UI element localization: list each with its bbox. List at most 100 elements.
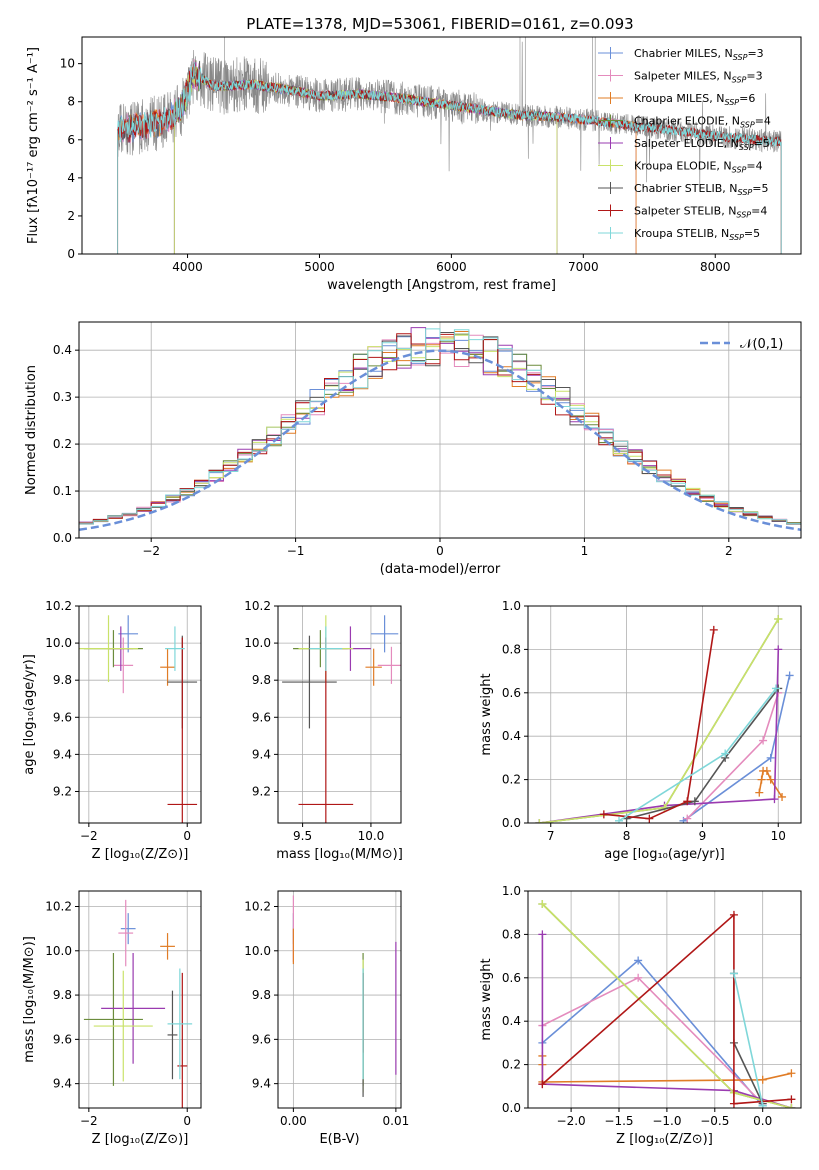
mass-weight-marker [683, 797, 692, 806]
y-axis-label: mass [log₁₀(M/M⊙)] [22, 936, 37, 1063]
mass-weight-line [541, 913, 792, 1105]
gaussian-curve [79, 349, 801, 532]
mass-weight-line [626, 688, 779, 820]
histogram-step [79, 328, 801, 525]
y-tick-label: 0.2 [502, 773, 521, 787]
y-tick-label: 0.3 [53, 390, 72, 404]
x-tick-label: 0.0 [753, 1114, 772, 1128]
mass-weight-marker [758, 1101, 767, 1108]
mass-weight-marker [774, 645, 783, 654]
x-tick-label: 7 [547, 829, 555, 843]
y-tick-label: 10.0 [244, 636, 271, 650]
y-tick-label: 10.2 [244, 900, 271, 914]
x-tick-label: 4000 [172, 260, 203, 274]
y-tick-label: 2 [67, 209, 75, 223]
axes-frame [81, 36, 802, 255]
y-tick-label: 9.8 [252, 673, 271, 687]
y-tick-label: 0.1 [53, 484, 72, 498]
legend-subscript: SSP [738, 188, 753, 197]
legend-label-gauss: 𝒩(0,1) [740, 337, 783, 352]
mass-weight-marker [757, 775, 766, 784]
x-tick-label: 10.0 [358, 829, 385, 843]
mass-weight-marker [787, 1104, 796, 1108]
legend-text: Kroupa ELODIE, N [634, 160, 732, 173]
figure-title: PLATE=1378, MJD=53061, FIBERID=0161, z=0… [246, 15, 633, 33]
x-axis-label: age [log₁₀(age/yr)] [604, 847, 725, 862]
mass-weight-marker [771, 684, 780, 693]
legend-text: Kroupa STELIB, N [634, 227, 729, 240]
x-tick-label: −2 [142, 544, 160, 558]
legend-suffix: =3 [747, 47, 763, 60]
y-tick-label: 10.0 [244, 944, 271, 958]
plot-area [79, 327, 801, 532]
y-tick-label: 9.4 [53, 1077, 72, 1091]
chart-mass-vs-EBV: 0.00 0.01 9.4 9.6 9.8 10.0 10.2 E(B-V) [244, 890, 409, 1147]
chart-massweight-vs-Z: −2.0 −1.5 −1.0 −0.5 0.0 0.0 0.2 0.4 0.6 0.8 1.0 Z [… [479, 884, 802, 1147]
y-tick-label: 0.2 [502, 1058, 521, 1072]
y-tick-label: 0.0 [502, 816, 521, 830]
chart-age-vs-Z: −2 0 9.2 9.4 9.6 9.8 10.0 10.2 Z [log₁₀(Z/Z⊙)] ag… [22, 599, 202, 862]
y-tick-label: 9.6 [252, 1032, 271, 1046]
mass-weight-marker [755, 788, 764, 797]
legend-subscript: SSP [724, 98, 739, 107]
x-tick-label: 0 [183, 829, 191, 843]
x-tick-label: −1.0 [652, 1114, 681, 1128]
y-tick-label: 9.6 [252, 710, 271, 724]
y-axis-label: age [log₁₀(age/yr)] [22, 654, 37, 775]
mass-weight-marker [774, 615, 783, 624]
x-tick-label: 6000 [436, 260, 467, 274]
axes-frame [277, 605, 402, 824]
mass-weight-marker [721, 749, 730, 758]
legend-label: Salpeter STELIB, NSSP=4 [634, 205, 767, 220]
legend-text: Chabrier ELODIE, N [634, 115, 740, 128]
y-tick-label: 9.2 [53, 784, 72, 798]
observed-spectrum [117, 41, 782, 192]
x-axis-label: Z [log₁₀(Z/Z⊙)] [92, 1132, 189, 1147]
x-tick-label: 0.00 [280, 1114, 307, 1128]
legend-subscript: SSP [729, 233, 744, 242]
y-tick-label: 0.4 [502, 729, 521, 743]
legend-suffix: =5 [752, 182, 768, 195]
mass-weight-marker [778, 792, 787, 801]
mass-weight-marker [683, 814, 692, 823]
plot-area [282, 615, 401, 823]
y-tick-label: 8 [67, 95, 75, 109]
y-tick-label: 9.4 [252, 747, 271, 761]
mass-weight-marker [729, 969, 738, 978]
x-tick-label: 0 [183, 1114, 191, 1128]
y-tick-label: 1.0 [502, 884, 521, 898]
y-tick-label: 10.2 [45, 900, 72, 914]
plot-area [538, 900, 796, 1108]
y-tick-label: 4 [67, 171, 75, 185]
legend-text: Chabrier STELIB, N [634, 182, 738, 195]
axes-frame [78, 890, 202, 1109]
legend-label: Kroupa MILES, NSSP=6 [634, 92, 755, 107]
mass-weight-marker [787, 1069, 796, 1078]
x-tick-label: −0.5 [700, 1114, 729, 1128]
y-tick-label: 9.8 [53, 988, 72, 1002]
mass-weight-marker [729, 1099, 738, 1108]
legend-suffix: =5 [744, 227, 760, 240]
x-tick-label: −1 [287, 544, 305, 558]
legend-suffix: =4 [746, 160, 762, 173]
legend-subscript: SSP [740, 121, 755, 130]
legend-subscript: SSP [733, 53, 748, 62]
legend-label: Chabrier ELODIE, NSSP=4 [634, 115, 771, 130]
mass-weight-marker [634, 973, 643, 982]
y-tick-label: 0.0 [502, 1101, 521, 1115]
x-tick-label: 5000 [304, 260, 335, 274]
y-tick-label: 0.6 [502, 686, 521, 700]
mass-weight-marker [535, 819, 544, 823]
x-tick-label: 0 [436, 544, 444, 558]
legend-suffix: =5 [754, 137, 770, 150]
legend-label: Kroupa STELIB, NSSP=5 [634, 227, 760, 242]
x-tick-label: 1 [581, 544, 589, 558]
y-tick-label: 1.0 [502, 599, 521, 613]
model-spectrum [117, 62, 782, 147]
y-tick-label: 10.2 [244, 599, 271, 613]
mass-weight-marker [634, 956, 643, 965]
y-axis-label: Normed distribution [24, 365, 39, 495]
chart-residuals: −2 −1 0 1 2 0.0 0.1 0.2 0.3 0.4 (data-model)/error… [24, 321, 802, 577]
legend-subscript: SSP [739, 143, 754, 152]
